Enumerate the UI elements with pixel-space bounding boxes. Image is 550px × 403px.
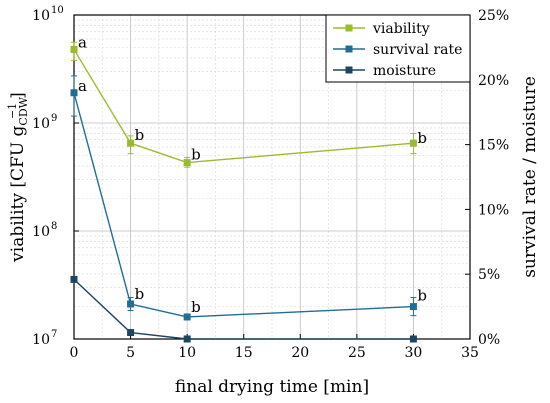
legend-label: survival rate: [373, 42, 462, 58]
data-label: b: [417, 287, 427, 305]
x-tick-label: 0: [70, 345, 79, 361]
x-tick-label: 15: [235, 345, 253, 361]
data-point-moisture: [183, 335, 191, 343]
data-label: b: [135, 285, 145, 303]
legend-marker: [345, 24, 353, 32]
legend-label: moisture: [373, 63, 436, 79]
y-left-tick-exponent: 7: [51, 329, 57, 340]
y-left-tick-label: 10: [32, 224, 50, 240]
data-point-survival-rate: [70, 89, 78, 97]
x-tick-label: 25: [348, 345, 366, 361]
x-tick-label: 20: [291, 345, 309, 361]
y-left-label-main: viability [CFU g: [8, 125, 28, 262]
series-layer: a b b b a b b b: [70, 33, 427, 343]
legend-marker: [345, 45, 353, 53]
y-left-tick-base: 10: [32, 332, 50, 348]
data-point-viability: [183, 159, 191, 167]
data-label: b: [191, 298, 201, 316]
y-right-tick-label: 0%: [478, 332, 500, 348]
y-left-tick-label: 10: [32, 8, 50, 24]
series-line-viability: [73, 49, 414, 164]
y-left-tick-exponent: 10: [51, 5, 64, 16]
y-right-tick-label: 5%: [478, 267, 500, 283]
series-line-survival-rate: [73, 92, 414, 318]
y-right-tick-label: 20%: [478, 73, 509, 89]
data-label: b: [191, 146, 201, 164]
data-point-survival-rate: [127, 300, 135, 308]
x-axis-label: final drying time [min]: [175, 377, 369, 397]
y-right-tick-label: 15%: [478, 138, 509, 154]
data-point-viability: [127, 139, 135, 147]
y-right-tick-label: 10%: [478, 202, 509, 218]
x-tick-label: 10: [178, 345, 196, 361]
y-left-label-sub: CDW: [17, 96, 30, 125]
y-left-axis-label: viability [CFU gCDW−1]: [6, 92, 30, 263]
y-left-tick-base: 10: [32, 8, 50, 24]
y-left-tick-label: 10: [32, 116, 50, 132]
y-left-tick-base: 10: [32, 224, 50, 240]
x-tick-label: 5: [126, 345, 135, 361]
data-point-viability: [70, 45, 78, 53]
data-point-moisture: [70, 275, 78, 283]
axis-labels: final drying time [min] viability [CFU g…: [6, 76, 540, 397]
data-label: b: [135, 126, 145, 144]
data-label: a: [78, 33, 87, 51]
y-left-tick-base: 10: [32, 116, 50, 132]
x-tick-label: 35: [461, 345, 479, 361]
y-right-axis-label: survival rate / moisture: [520, 76, 540, 278]
data-point-moisture: [409, 335, 417, 343]
data-point-moisture: [127, 329, 135, 337]
data-label: b: [417, 129, 427, 147]
x-tick-label: 30: [405, 345, 423, 361]
legend: viability survival rate moisture: [325, 14, 471, 83]
y-left-label-end: ]: [8, 92, 28, 99]
y-left-tick-exponent: 9: [51, 113, 57, 124]
series-line-moisture: [73, 278, 414, 340]
data-label: a: [78, 77, 87, 95]
legend-marker: [345, 66, 353, 74]
y-left-label-sup: −1: [6, 103, 19, 119]
y-left-tick-label: 10: [32, 332, 50, 348]
y-right-tick-label: 25%: [478, 8, 509, 24]
y-left-tick-exponent: 8: [51, 221, 57, 232]
legend-label: viability: [372, 21, 430, 37]
data-point-viability: [409, 139, 417, 147]
data-point-survival-rate: [409, 303, 417, 311]
data-point-survival-rate: [183, 313, 191, 321]
